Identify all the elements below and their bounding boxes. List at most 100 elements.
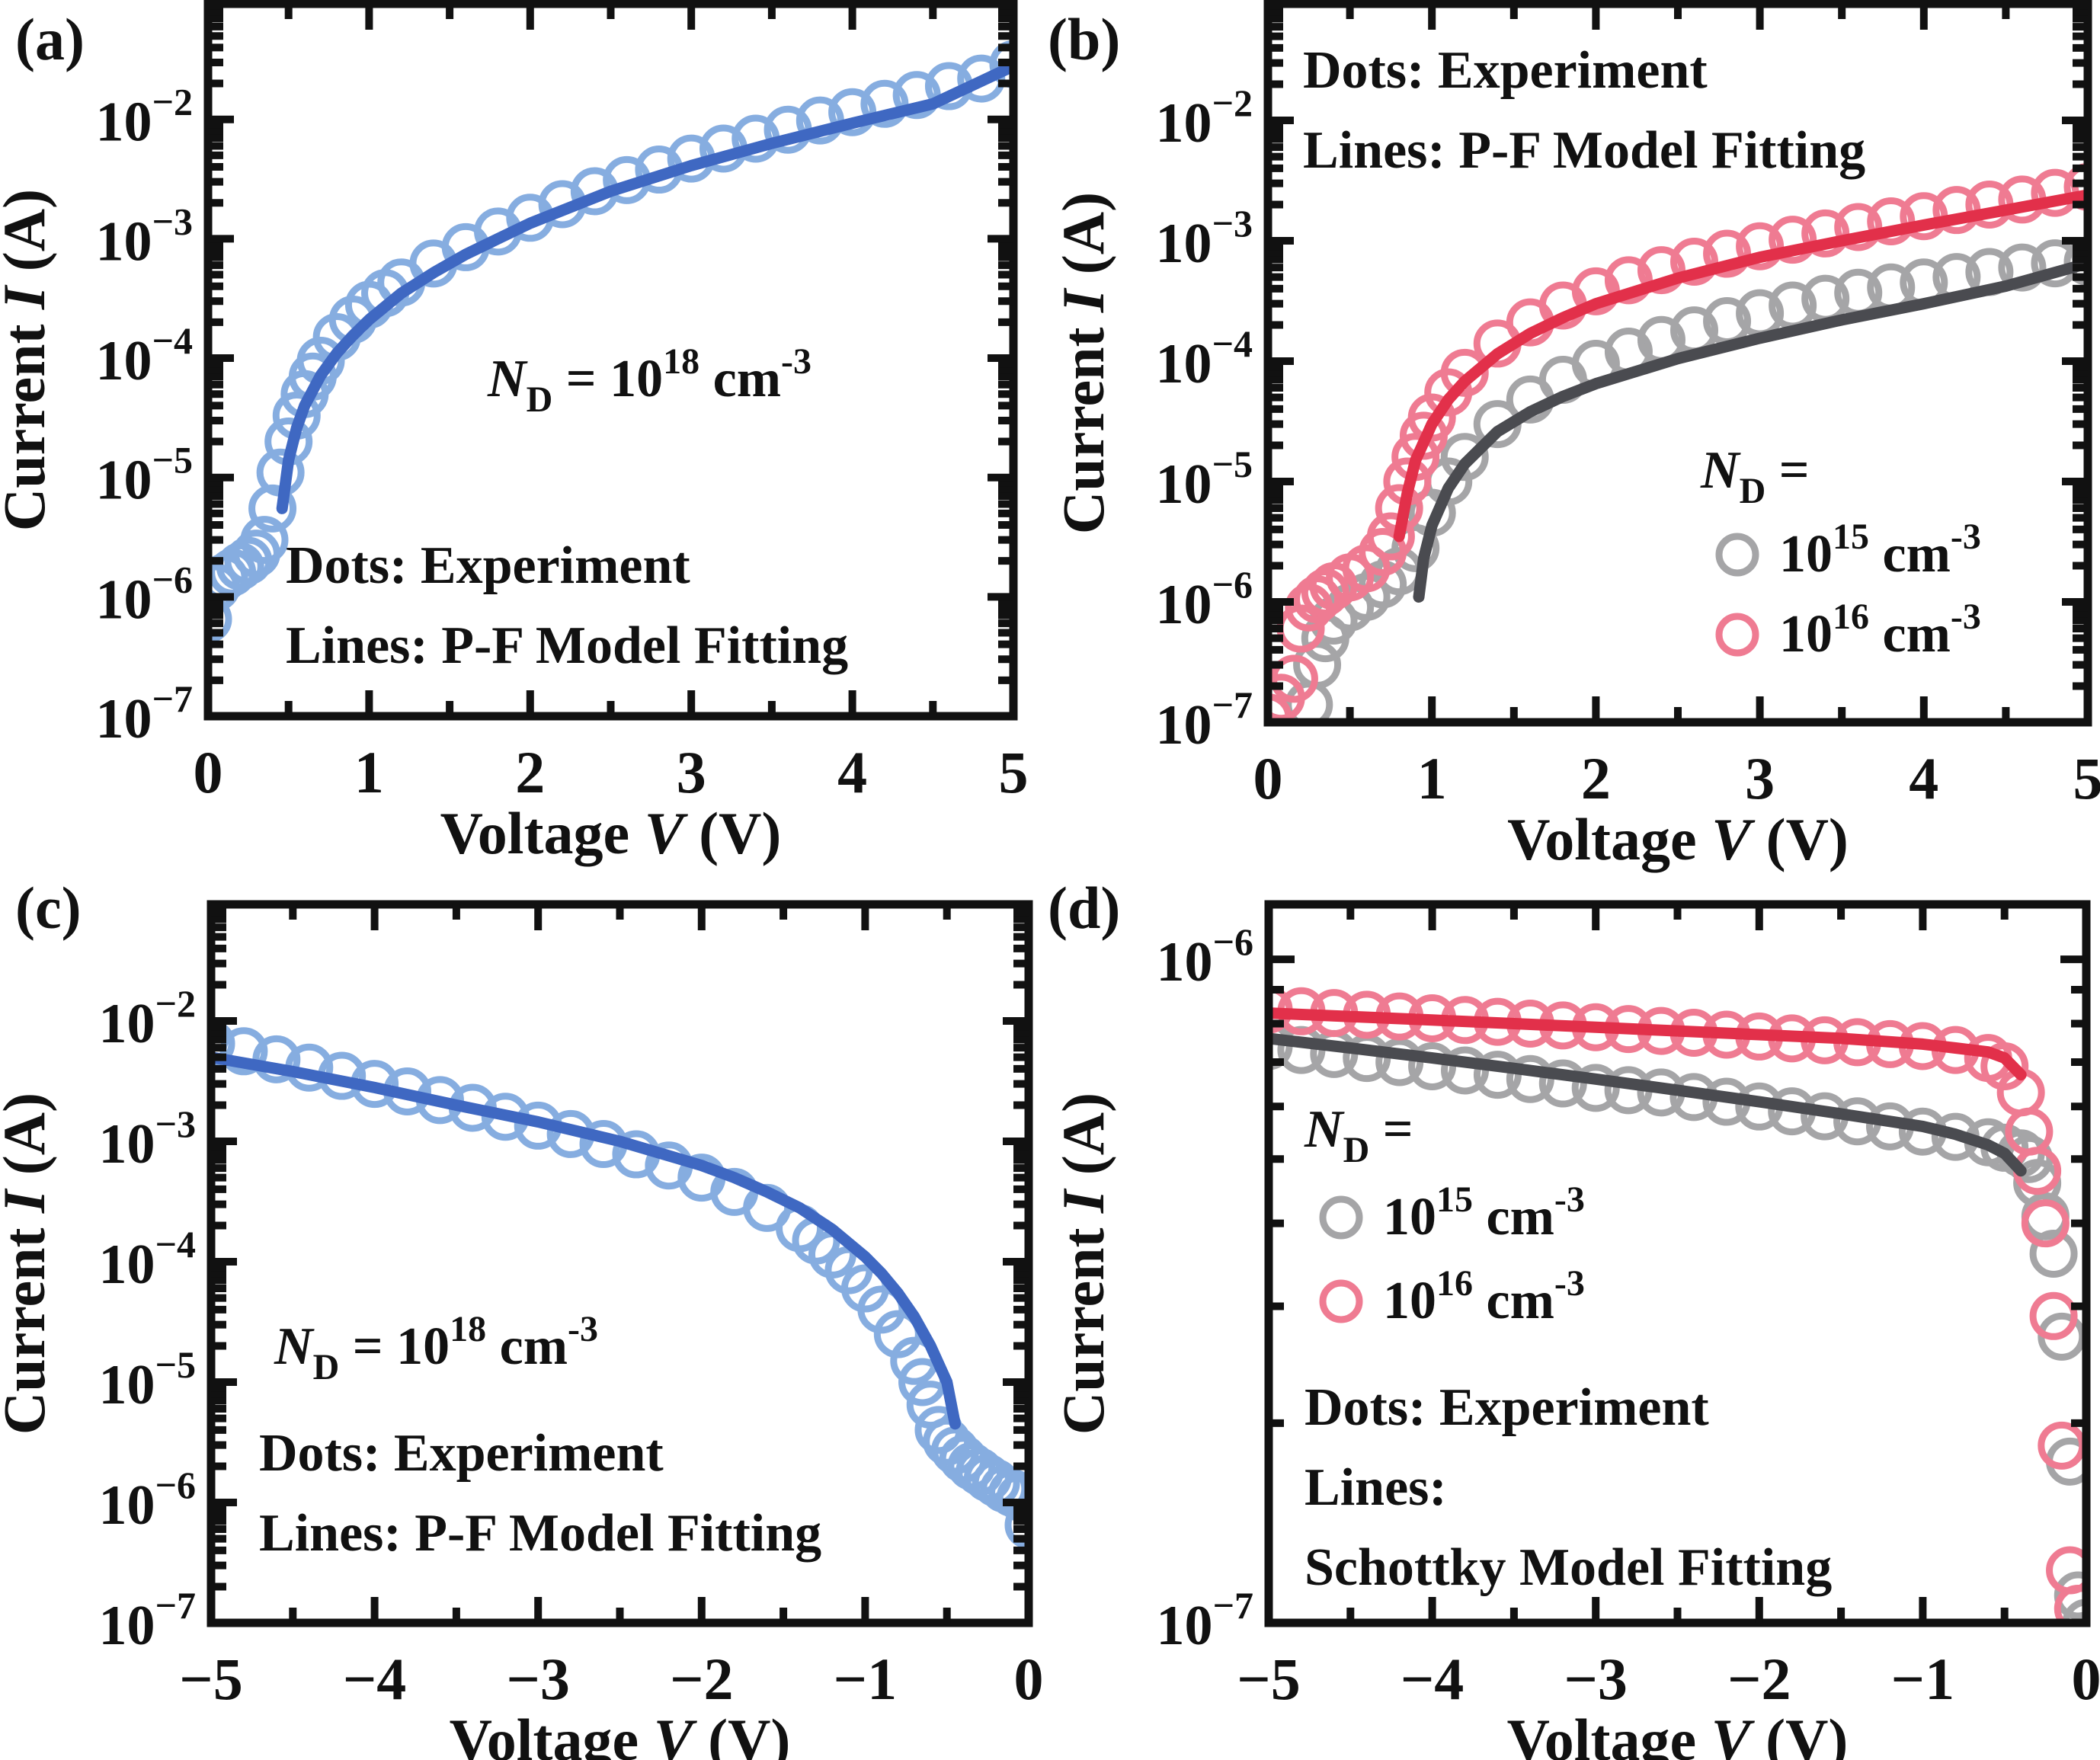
data-point — [1834, 203, 1883, 251]
data-point — [1604, 256, 1653, 305]
annotation-text: Dots: Experiment — [1303, 41, 1708, 100]
panel-d: (d) −5 −4 −3 −2 −1 0 10−7 10−6 Voltage V (V) Curre… — [1048, 875, 2100, 1760]
data-point — [1342, 544, 1391, 593]
x-axis-label: Voltage V (V) — [440, 800, 782, 866]
x-tick-label: 5 — [999, 739, 1029, 805]
data-point — [2029, 1291, 2078, 1340]
fit-line — [211, 1051, 961, 1430]
panel-label: (b) — [1048, 6, 1120, 72]
fit-line — [1269, 1032, 2027, 1177]
doping-annotation: ND = 1018 cm-3 — [487, 341, 812, 420]
x-tick-label: −4 — [343, 1646, 406, 1712]
data-point — [2029, 1230, 2078, 1278]
plot-area — [1268, 162, 2088, 722]
data-point — [828, 88, 877, 136]
x-tick-label: −2 — [1727, 1646, 1791, 1712]
y-tick-label: 10−2 — [96, 81, 194, 154]
data-point — [1440, 348, 1489, 397]
panel-b: (b) 0 1 2 3 4 5 10−7 10−6 10−5 10−4 10−3 10−2 Voltage… — [1048, 0, 2100, 872]
data-point — [1301, 568, 1349, 616]
annotation-text: Schottky Model Fitting — [1304, 1538, 1832, 1597]
data-point — [2054, 1571, 2086, 1620]
y-tick-label: 10−7 — [99, 1584, 197, 1657]
legend-marker-icon — [1319, 1279, 1363, 1323]
legend-label: 1015 cm-3 — [1779, 517, 1981, 584]
y-tick-label: 10−2 — [1156, 82, 1253, 155]
y-axis-label: Current I (A) — [0, 189, 57, 531]
legend-marker-icon — [1319, 1195, 1363, 1240]
y-axis-label: Current I (A) — [1050, 1093, 1116, 1435]
x-tick-label: 3 — [1745, 745, 1775, 811]
annotation-text: Lines: P-F Model Fitting — [286, 616, 848, 675]
y-tick-label: 10−7 — [96, 677, 194, 750]
data-point — [857, 1285, 906, 1334]
data-point — [1801, 209, 1850, 258]
x-tick-label: −3 — [506, 1646, 569, 1712]
x-tick-label: 2 — [515, 739, 545, 805]
legend-label: 1015 cm-3 — [1383, 1179, 1585, 1246]
x-tick-label: −5 — [1237, 1646, 1300, 1712]
data-point — [892, 71, 941, 120]
legend-label: 1016 cm-3 — [1383, 1263, 1585, 1330]
x-tick-label: −2 — [670, 1646, 733, 1712]
panel-c: (c) −5 −4 −3 −2 −1 0 10−7 10−6 10−5 10−4 10−3 10−2 Vo… — [0, 875, 1044, 1760]
x-tick-label: −1 — [834, 1646, 897, 1712]
legend-marker-icon — [1715, 613, 1759, 657]
fit-line — [1413, 258, 2088, 603]
y-tick-label: 10−5 — [1156, 443, 1253, 516]
y-tick-label: 10−4 — [1156, 322, 1253, 395]
data-point — [1473, 1051, 1522, 1099]
annotation-text: Dots: Experiment — [1304, 1378, 1709, 1437]
y-tick-label: 10−6 — [1157, 920, 1254, 994]
x-tick-label: 3 — [677, 739, 706, 805]
data-point — [2063, 238, 2088, 286]
data-point — [1736, 222, 1785, 270]
data-point — [1004, 1501, 1029, 1550]
data-point — [1269, 654, 1318, 703]
doping-annotation: ND = — [1700, 441, 1810, 511]
doping-annotation: ND = 1018 cm-3 — [274, 1309, 598, 1387]
data-point — [1867, 197, 1916, 246]
data-point — [989, 40, 1013, 88]
annotation-text: Lines: P-F Model Fitting — [259, 1504, 821, 1563]
plot-area — [208, 40, 1013, 644]
panel-label: (c) — [15, 875, 82, 941]
y-axis-label: Current I (A) — [1050, 192, 1116, 534]
x-axis-label: Voltage V (V) — [1507, 806, 1849, 872]
data-point — [1998, 243, 2047, 292]
fit-line — [1269, 1007, 2027, 1081]
x-tick-label: −5 — [179, 1646, 242, 1712]
data-point — [860, 79, 909, 128]
x-tick-label: 0 — [1014, 1646, 1044, 1712]
x-tick-label: 4 — [1909, 745, 1938, 811]
x-tick-label: 0 — [194, 739, 223, 805]
series-dots — [1268, 162, 2088, 722]
annotation-text: Dots: Experiment — [259, 1424, 664, 1483]
y-tick-label: 10−5 — [96, 439, 194, 512]
y-tick-label: 10−4 — [96, 319, 194, 392]
fit-line — [1393, 189, 2088, 542]
annotation-text: Lines: — [1304, 1458, 1447, 1517]
data-point — [1637, 246, 1685, 295]
legend-label: 1016 cm-3 — [1779, 597, 1981, 664]
y-axis-label: Current I (A) — [0, 1093, 57, 1435]
plot-area — [211, 1019, 1029, 1550]
data-point — [240, 516, 289, 565]
x-tick-label: 1 — [1417, 745, 1447, 811]
data-point — [1538, 1059, 1587, 1108]
legend: 1015 cm-3 1016 cm-3 — [1715, 517, 1981, 664]
x-tick-label: −1 — [1891, 1646, 1954, 1712]
y-tick-label: 10−6 — [96, 558, 194, 631]
data-point — [1440, 433, 1489, 482]
annotation-text: Lines: P-F Model Fitting — [1303, 121, 1865, 180]
x-axis-label: Voltage V (V) — [450, 1707, 791, 1760]
legend-marker-icon — [1715, 533, 1759, 577]
panel-label: (d) — [1048, 875, 1120, 941]
series-dots — [211, 1019, 1029, 1550]
annotation-text: Dots: Experiment — [286, 536, 690, 595]
y-tick-label: 10−6 — [1156, 563, 1253, 636]
x-tick-label: 2 — [1581, 745, 1611, 811]
data-point — [1769, 216, 1817, 264]
x-tick-label: 4 — [837, 739, 867, 805]
